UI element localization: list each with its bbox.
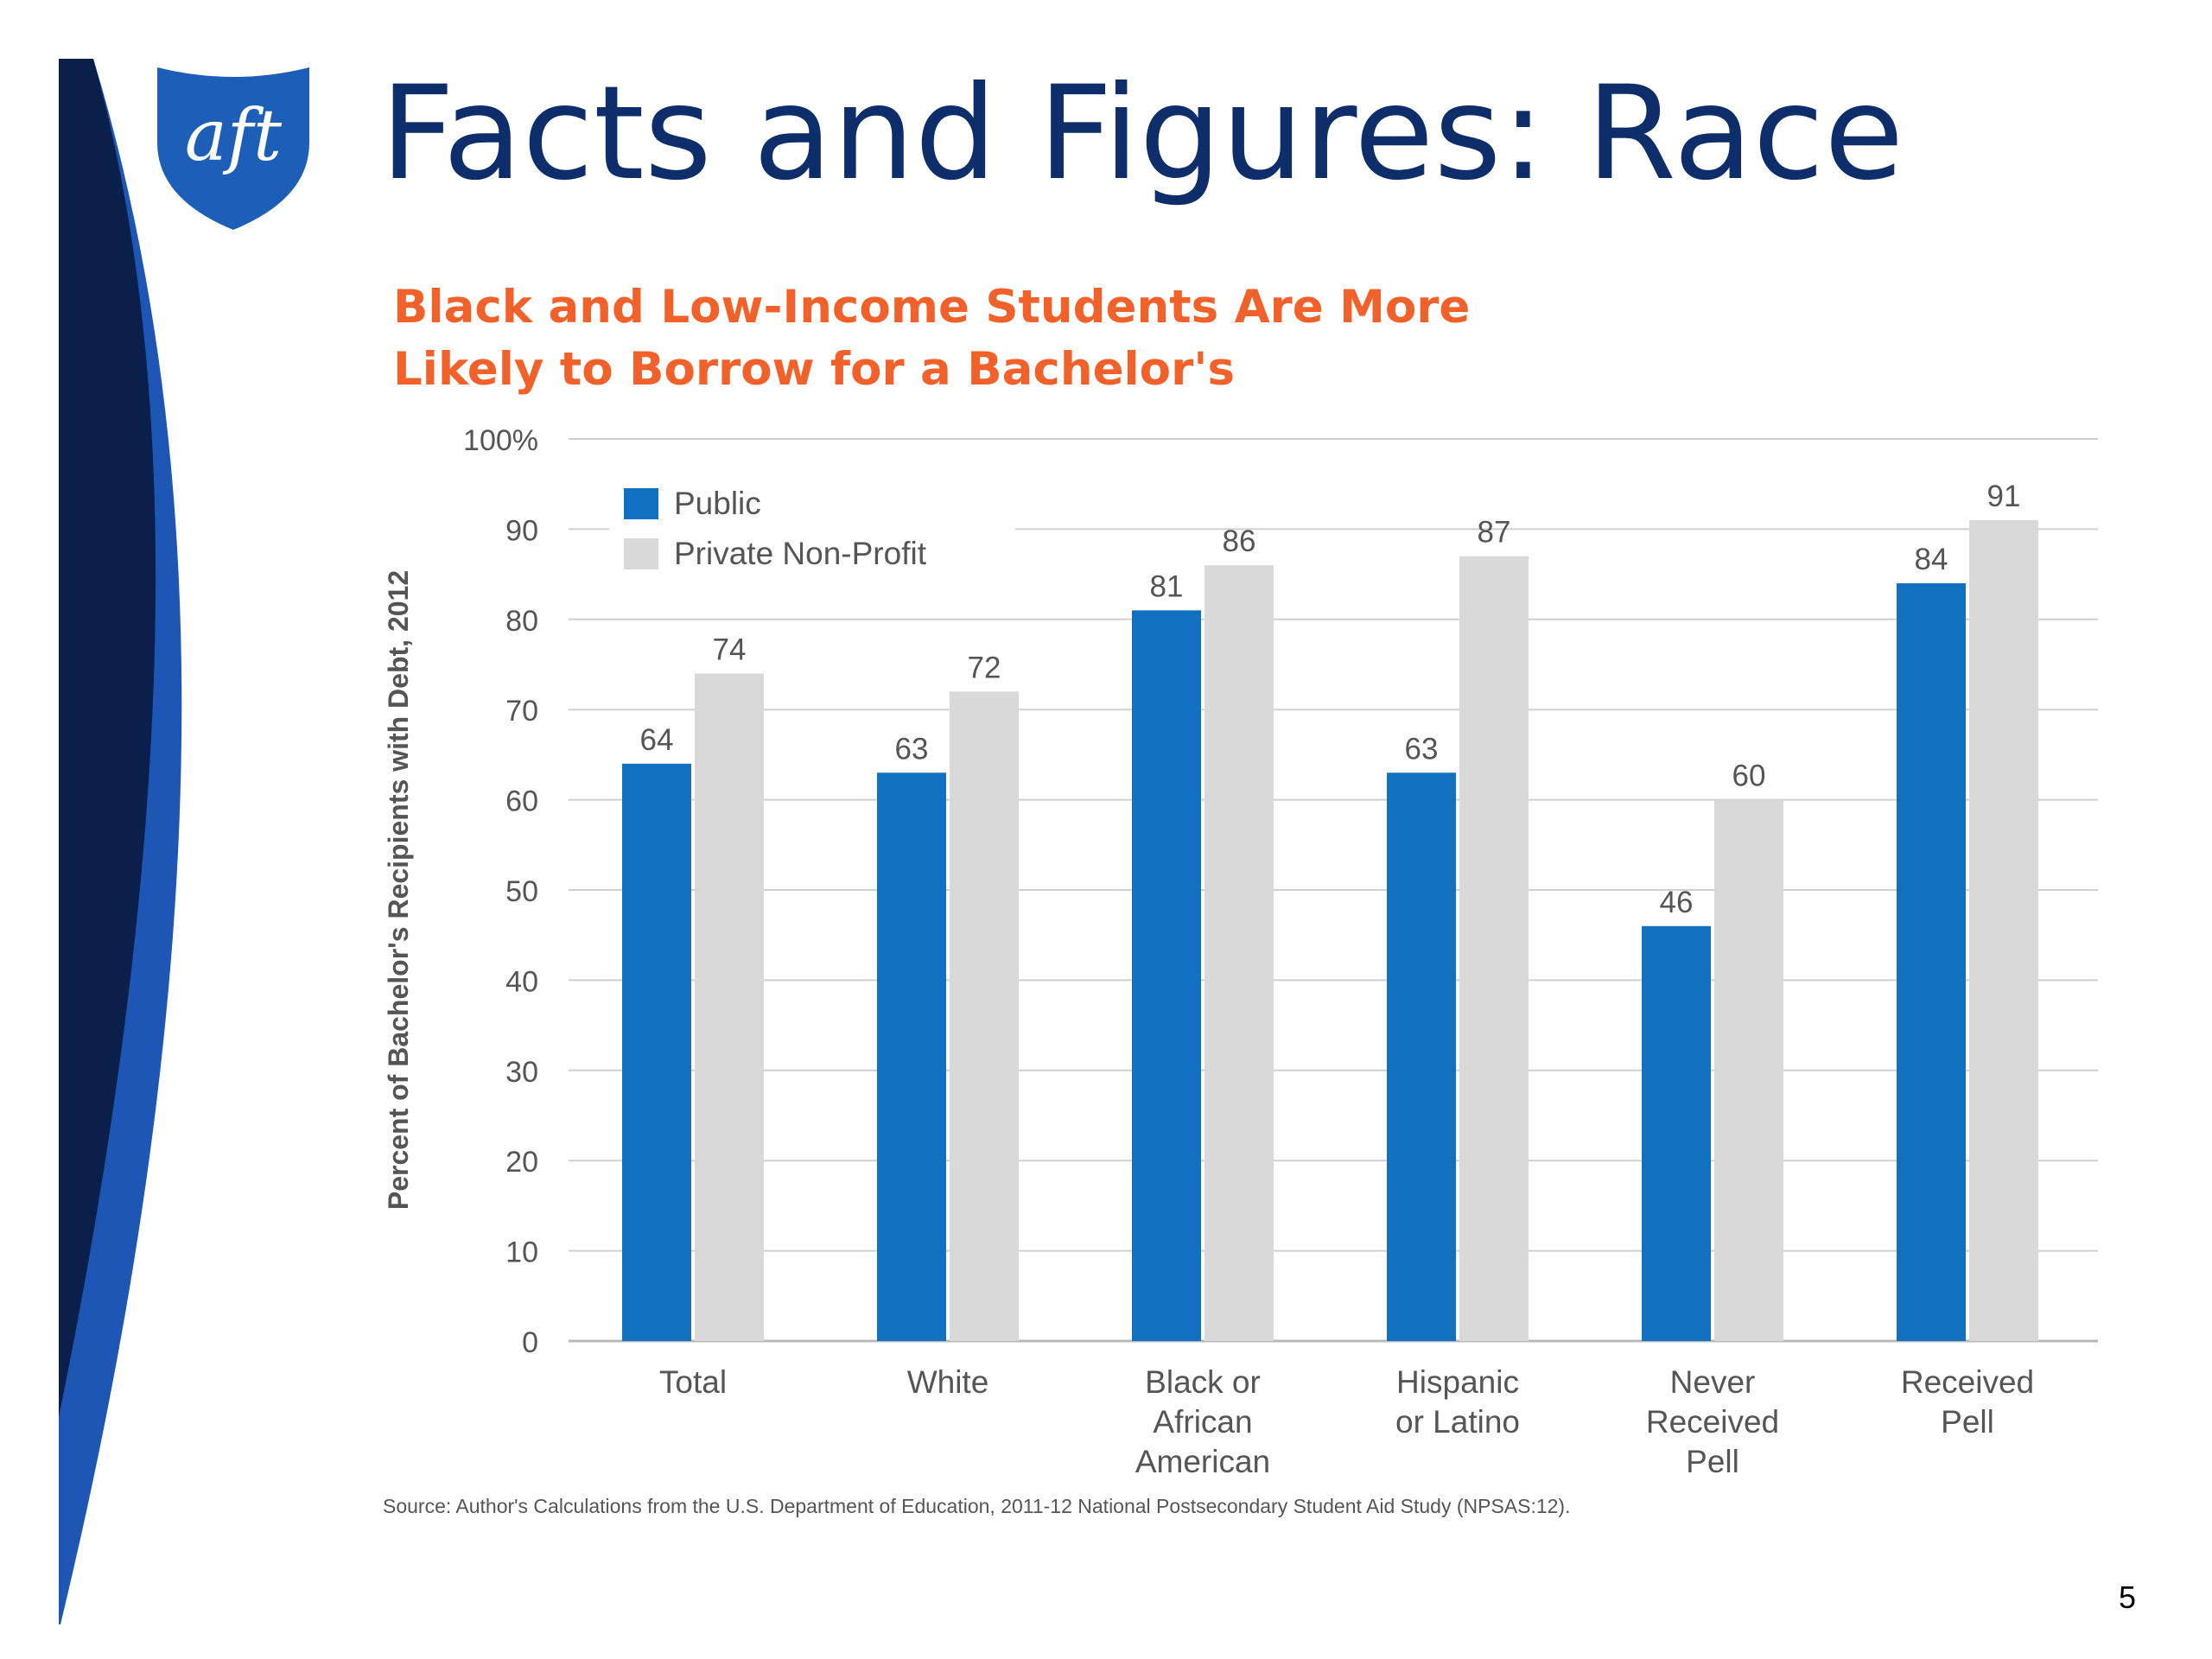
bar-public xyxy=(1387,772,1456,1341)
legend-label: Private Non-Profit xyxy=(674,536,927,571)
category-label: Received xyxy=(1646,1404,1779,1440)
category-label: Total xyxy=(659,1364,727,1400)
bar-public xyxy=(1132,610,1201,1341)
bar-public xyxy=(877,772,946,1341)
category-label: Pell xyxy=(1941,1404,1994,1440)
y-tick-label: 80 xyxy=(505,605,538,638)
legend-label: Public xyxy=(674,486,761,521)
bar-private-non-profit xyxy=(1205,565,1274,1341)
y-tick-label: 20 xyxy=(505,1146,538,1179)
bar-private-non-profit xyxy=(1459,556,1529,1341)
category-label: or Latino xyxy=(1395,1404,1520,1440)
subtitle-line-2: Likely to Borrow for a Bachelor's xyxy=(393,343,1236,396)
category-label: Black or xyxy=(1145,1364,1261,1400)
category-label: Received xyxy=(1901,1364,2034,1400)
data-label: 84 xyxy=(1915,543,1948,576)
bar-private-non-profit xyxy=(1714,799,1783,1341)
data-label: 81 xyxy=(1150,569,1184,603)
y-tick-label: 50 xyxy=(505,875,538,908)
y-axis-title: Percent of Bachelor's Recipients with De… xyxy=(383,570,414,1210)
y-tick-label: 100% xyxy=(463,424,538,457)
y-tick-label: 60 xyxy=(505,785,538,818)
data-label: 74 xyxy=(713,632,747,666)
slide-title: Facts and Figures: Race xyxy=(380,59,1904,209)
y-tick-label: 40 xyxy=(505,965,538,998)
y-tick-label: 10 xyxy=(505,1236,538,1269)
bar-public xyxy=(1642,925,1711,1341)
data-label: 91 xyxy=(1987,480,2021,513)
category-label: White xyxy=(907,1364,989,1400)
y-tick-label: 30 xyxy=(505,1056,538,1089)
bar-public xyxy=(1897,583,1966,1341)
category-label: Hispanic xyxy=(1396,1364,1519,1400)
bar-private-non-profit xyxy=(695,673,764,1341)
logo-text: aft xyxy=(185,95,283,177)
legend-background xyxy=(609,480,1015,583)
y-tick-label: 90 xyxy=(505,514,538,547)
data-label: 72 xyxy=(968,651,1001,684)
chart-subtitle: Black and Low-Income Students Are More L… xyxy=(393,276,1776,401)
data-label: 60 xyxy=(1732,760,1766,793)
page-number: 5 xyxy=(2119,1580,2137,1615)
subtitle-line-1: Black and Low-Income Students Are More xyxy=(393,281,1471,334)
category-label: African xyxy=(1153,1404,1252,1440)
swoosh-navy xyxy=(59,59,156,1417)
logo-shield xyxy=(157,67,309,230)
data-label: 63 xyxy=(1405,732,1439,766)
y-tick-label: 70 xyxy=(505,695,538,728)
data-label: 87 xyxy=(1478,516,1511,550)
legend-swatch xyxy=(624,538,658,569)
category-label: Pell xyxy=(1686,1444,1739,1479)
y-tick-label: 0 xyxy=(522,1326,538,1359)
category-label: American xyxy=(1135,1444,1270,1479)
data-label: 86 xyxy=(1223,524,1256,558)
bar-private-non-profit xyxy=(1969,519,2038,1341)
bar-public xyxy=(622,763,691,1341)
category-label: Never xyxy=(1670,1364,1756,1400)
bar-private-non-profit xyxy=(950,691,1019,1341)
legend-swatch xyxy=(624,488,658,519)
source-note: Source: Author's Calculations from the U… xyxy=(383,1495,1571,1517)
aft-logo: aft xyxy=(157,67,309,230)
data-label: 63 xyxy=(895,732,929,766)
data-label: 46 xyxy=(1660,886,1694,919)
data-label: 64 xyxy=(640,723,674,757)
